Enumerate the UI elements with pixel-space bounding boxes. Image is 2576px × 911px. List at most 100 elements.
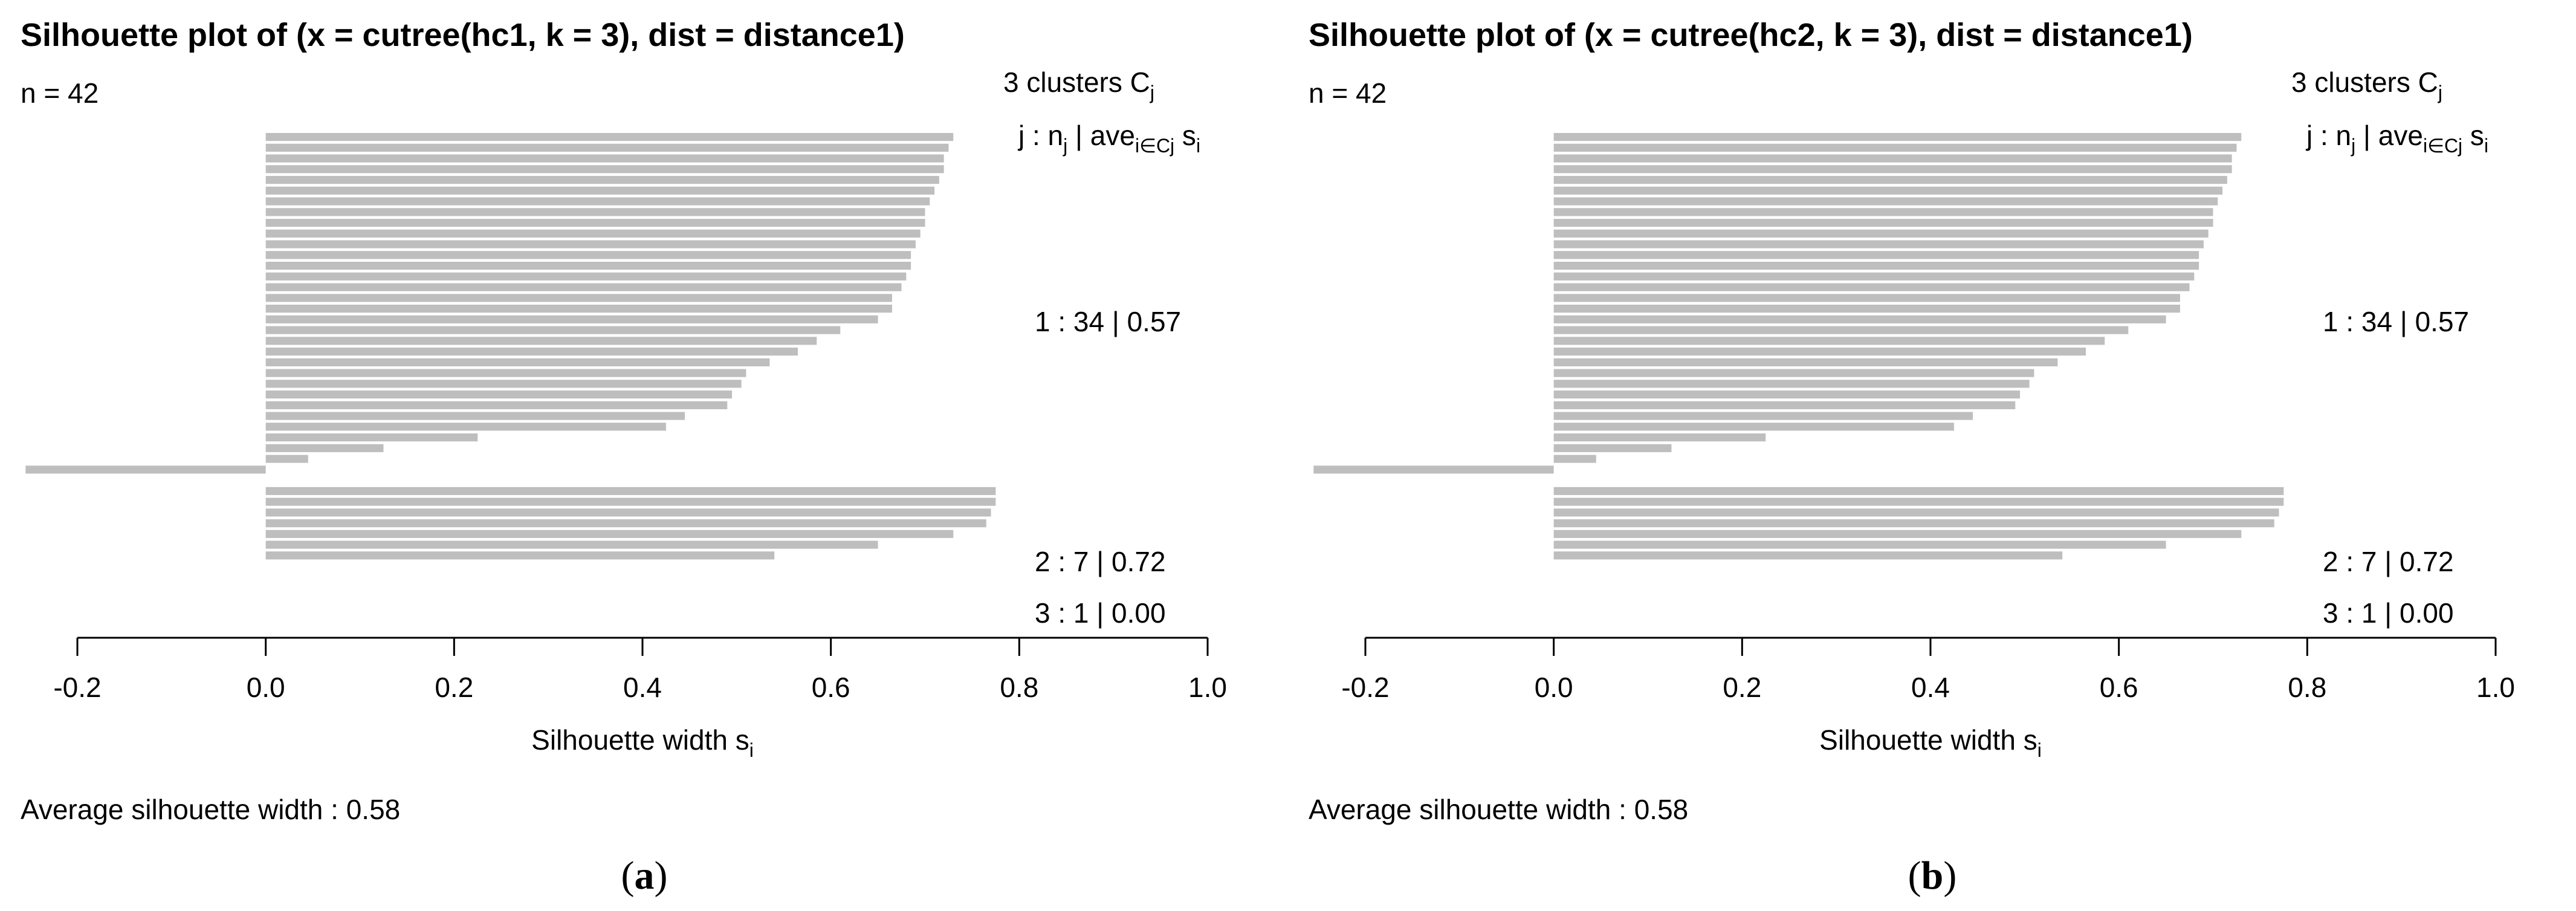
silhouette-bar-cluster-1 — [265, 197, 930, 206]
silhouette-bar-cluster-1 — [1553, 197, 2218, 206]
x-tick-label: 0.8 — [2288, 672, 2326, 703]
legend-header: 3 clusters Cj — [1003, 66, 1154, 103]
cluster-summary-1: 1 : 34 | 0.57 — [1035, 306, 1181, 337]
cluster-summary-1: 1 : 34 | 0.57 — [2323, 306, 2469, 337]
silhouette-bar-cluster-1 — [265, 380, 742, 388]
silhouette-bar-cluster-1 — [265, 391, 733, 399]
silhouette-bar-cluster-1 — [265, 305, 892, 313]
silhouette-bar-cluster-1 — [1553, 219, 2213, 227]
silhouette-bar-cluster-1 — [265, 283, 902, 291]
silhouette-bar-cluster-1 — [1553, 455, 1596, 463]
silhouette-bar-cluster-1 — [1553, 337, 2105, 345]
silhouette-bar-cluster-1 — [265, 229, 921, 238]
silhouette-bar-cluster-1 — [265, 348, 798, 356]
silhouette-chart: Silhouette plot of (x = cutree(hc1, k = … — [21, 17, 1227, 898]
silhouette-bar-cluster-1 — [265, 133, 954, 141]
silhouette-bar-cluster-1 — [25, 465, 266, 474]
subfigure-label: (a) — [621, 854, 668, 898]
silhouette-bar-cluster-2 — [1553, 487, 2284, 495]
silhouette-bar-cluster-1 — [265, 251, 911, 259]
bars — [1313, 133, 2284, 560]
silhouette-bar-cluster-1 — [265, 401, 728, 409]
silhouette-bar-cluster-1 — [265, 423, 666, 431]
legend-column-header: j : nj | avei∈Cj si — [2305, 120, 2488, 157]
silhouette-bar-cluster-2 — [1553, 551, 2063, 560]
chart-title: Silhouette plot of (x = cutree(hc1, k = … — [21, 17, 905, 53]
chart-panel-a: Silhouette plot of (x = cutree(hc1, k = … — [21, 17, 1227, 898]
silhouette-bar-cluster-2 — [1553, 498, 2284, 506]
x-axis-label: Silhouette width si — [1819, 724, 2042, 761]
average-silhouette-label: Average silhouette width : 0.58 — [1309, 794, 1688, 825]
silhouette-bar-cluster-2 — [265, 487, 996, 495]
silhouette-bar-cluster-1 — [1553, 186, 2223, 195]
x-axis-label: Silhouette width si — [531, 724, 754, 761]
silhouette-bar-cluster-1 — [1553, 229, 2209, 238]
x-tick-label: 1.0 — [2476, 672, 2515, 703]
x-tick-label: 0.0 — [247, 672, 285, 703]
x-tick-label: 0.2 — [435, 672, 473, 703]
x-tick-label: 0.6 — [812, 672, 850, 703]
silhouette-bar-cluster-1 — [1553, 326, 2129, 334]
subfigure-label: (b) — [1908, 854, 1957, 898]
silhouette-chart: Silhouette plot of (x = cutree(hc2, k = … — [1309, 17, 2515, 898]
silhouette-bar-cluster-2 — [1553, 508, 2279, 517]
silhouette-bar-cluster-1 — [265, 272, 907, 280]
cluster-summary-3: 3 : 1 | 0.00 — [2323, 597, 2454, 629]
silhouette-bar-cluster-2 — [265, 498, 996, 506]
silhouette-bar-cluster-2 — [265, 530, 954, 538]
silhouette-bar-cluster-1 — [265, 358, 770, 366]
silhouette-bar-cluster-1 — [265, 143, 949, 152]
silhouette-bar-cluster-1 — [265, 208, 925, 216]
silhouette-bar-cluster-1 — [1553, 401, 2016, 409]
silhouette-bar-cluster-1 — [1553, 294, 2180, 302]
silhouette-bar-cluster-2 — [265, 540, 878, 549]
silhouette-bar-cluster-1 — [1553, 412, 1973, 420]
silhouette-bar-cluster-1 — [265, 444, 384, 452]
silhouette-bar-cluster-1 — [1553, 380, 2030, 388]
silhouette-bar-cluster-1 — [265, 433, 478, 442]
silhouette-bar-cluster-1 — [1553, 315, 2166, 323]
x-tick-label: 0.8 — [1000, 672, 1038, 703]
silhouette-bar-cluster-2 — [265, 519, 986, 528]
silhouette-bar-cluster-1 — [1553, 444, 1672, 452]
silhouette-bar-cluster-1 — [1553, 305, 2180, 313]
silhouette-bar-cluster-2 — [1553, 519, 2274, 528]
silhouette-bar-cluster-1 — [265, 455, 308, 463]
cluster-summary-2: 2 : 7 | 0.72 — [2323, 546, 2454, 577]
silhouette-bar-cluster-1 — [1553, 262, 2199, 270]
x-tick-label: -0.2 — [53, 672, 101, 703]
silhouette-bar-cluster-1 — [265, 240, 916, 248]
silhouette-bar-cluster-1 — [265, 219, 925, 227]
silhouette-bar-cluster-1 — [265, 186, 935, 195]
silhouette-bar-cluster-1 — [1553, 272, 2195, 280]
silhouette-bar-cluster-1 — [1553, 348, 2086, 356]
silhouette-bar-cluster-2 — [265, 551, 775, 560]
silhouette-bar-cluster-2 — [1553, 530, 2242, 538]
bars — [25, 133, 996, 581]
silhouette-bar-cluster-1 — [1553, 208, 2213, 216]
x-tick-label: 1.0 — [1188, 672, 1227, 703]
legend-header: 3 clusters Cj — [2291, 66, 2442, 103]
silhouette-bar-cluster-1 — [1553, 283, 2190, 291]
chart-title: Silhouette plot of (x = cutree(hc2, k = … — [1309, 17, 2193, 53]
silhouette-bar-cluster-1 — [1553, 143, 2237, 152]
x-tick-label: 0.4 — [1911, 672, 1950, 703]
silhouette-bar-cluster-1 — [1313, 465, 1554, 474]
x-tick-label: 0.2 — [1723, 672, 1761, 703]
x-tick-label: -0.2 — [1341, 672, 1389, 703]
average-silhouette-label: Average silhouette width : 0.58 — [21, 794, 400, 825]
silhouette-bar-cluster-1 — [1553, 154, 2232, 163]
silhouette-bar-cluster-1 — [265, 165, 944, 173]
silhouette-bar-cluster-1 — [1553, 240, 2204, 248]
silhouette-bar-cluster-1 — [1553, 176, 2227, 184]
silhouette-bar-cluster-1 — [1553, 165, 2232, 173]
silhouette-bar-cluster-1 — [265, 315, 878, 323]
silhouette-bar-cluster-1 — [265, 369, 746, 377]
x-tick-label: 0.4 — [623, 672, 662, 703]
n-label: n = 42 — [1309, 77, 1387, 109]
legend-column-header: j : nj | avei∈Cj si — [1017, 120, 1200, 157]
silhouette-bar-cluster-1 — [1553, 358, 2058, 366]
cluster-summary-3: 3 : 1 | 0.00 — [1035, 597, 1166, 629]
x-tick-label: 0.6 — [2100, 672, 2138, 703]
silhouette-bar-cluster-2 — [265, 508, 991, 517]
